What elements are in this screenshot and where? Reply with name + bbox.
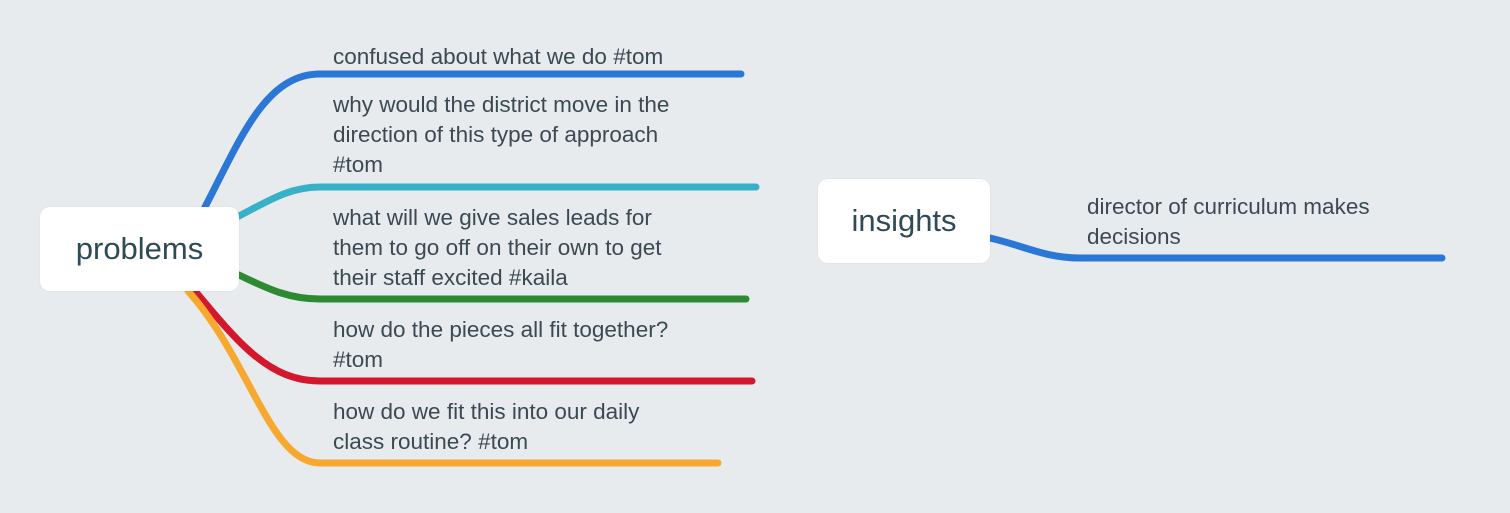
topic-title: insights	[851, 203, 957, 238]
branch-label[interactable]: what will we give sales leads for them t…	[333, 205, 662, 290]
branch-connector	[235, 183, 760, 220]
branch-connector	[201, 70, 745, 211]
branch-label[interactable]: director of curriculum makes decisions	[1087, 194, 1370, 249]
branch-connector	[235, 271, 750, 303]
insights-topic-node[interactable]: insights	[818, 179, 990, 263]
branch-connector	[986, 234, 1446, 262]
branch-label[interactable]: how do the pieces all fit together? #tom	[333, 317, 669, 372]
branch-connector	[191, 287, 756, 385]
branch-label[interactable]: why would the district move in the direc…	[333, 92, 670, 177]
branch-label[interactable]: how do we fit this into our daily class …	[333, 399, 640, 454]
branch-label[interactable]: confused about what we do #tom	[333, 44, 664, 69]
branch-connector	[184, 287, 722, 467]
topic-title: problems	[75, 231, 204, 266]
problems-topic-node[interactable]: problems	[40, 207, 239, 291]
